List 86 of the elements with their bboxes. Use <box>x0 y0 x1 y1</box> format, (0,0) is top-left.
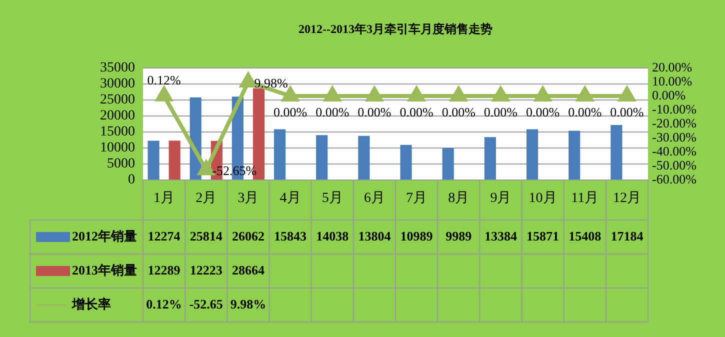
x-tick-label: 11月 <box>571 191 599 206</box>
point <box>156 86 172 102</box>
text: 9.98% <box>230 296 266 312</box>
y2-tick-label: -40.00% <box>652 143 697 158</box>
x-tick-label: 9月 <box>490 191 512 206</box>
data-label: -52.65% <box>212 163 257 178</box>
data-label: 14038 <box>316 228 350 244</box>
data-label: 0.00% <box>400 104 434 120</box>
bar <box>148 140 160 180</box>
x-tick-label: 3月 <box>238 191 259 206</box>
y2-tick-label: -10.00% <box>652 101 697 116</box>
bar <box>316 135 328 180</box>
point <box>534 87 551 102</box>
y2-tick-label: 0.00% <box>652 87 686 102</box>
data-label: 15843 <box>274 228 308 244</box>
point <box>618 87 636 102</box>
bar <box>168 140 180 180</box>
data-label: 13384 <box>484 228 518 244</box>
data-label: 0.00% <box>316 104 350 120</box>
data-label: 0.00% <box>610 104 644 120</box>
x-tick-label: 5月 <box>322 191 343 206</box>
x-tick-label: 1月 <box>154 191 175 206</box>
data-label: 12274 <box>148 228 181 244</box>
point <box>366 87 383 102</box>
y-tick-label: 5000 <box>107 156 135 172</box>
chart-title: 2012--2013年3月牵引车月度销售走势 <box>298 22 492 36</box>
data-label: 0.00% <box>568 104 602 120</box>
point <box>408 87 425 102</box>
data-label: 9.98% <box>254 75 288 90</box>
y-tick-label: 30000 <box>100 76 135 92</box>
y2-tick-label: -30.00% <box>652 129 697 144</box>
bar <box>484 137 496 180</box>
data-label: 28664 <box>232 262 265 278</box>
point <box>324 87 340 102</box>
x-tick-label: 6月 <box>364 191 385 206</box>
data-label: 0.00% <box>358 104 392 120</box>
point <box>282 87 298 102</box>
bar <box>358 136 370 180</box>
point <box>450 87 467 102</box>
x-tick-label: 8月 <box>448 191 470 206</box>
data-label: 0.00% <box>484 104 518 120</box>
data-label: 0.00% <box>273 104 308 120</box>
text: 0.12% <box>146 296 182 312</box>
x-tick-label: 10月 <box>528 191 557 206</box>
x-tick-label: 7月 <box>406 191 428 206</box>
data-label: 10989 <box>400 228 434 244</box>
point <box>576 87 593 102</box>
x-tick-label: 12月 <box>612 191 641 206</box>
point <box>492 87 509 102</box>
data-label: 0.00% <box>526 104 560 120</box>
point <box>240 73 256 88</box>
data-label: 15871 <box>526 228 560 244</box>
legend-label: 增长率 <box>71 296 111 312</box>
y-tick-label: 35000 <box>100 60 135 76</box>
y-tick-label: 25000 <box>100 92 135 108</box>
bar <box>442 148 454 180</box>
y2-tick-label: 10.00% <box>652 73 692 88</box>
y2-tick-label: -20.00% <box>652 115 697 130</box>
y-tick-label: 15000 <box>100 124 135 140</box>
data-label: 12289 <box>148 262 181 278</box>
data-label: 15408 <box>568 228 602 244</box>
data-label: 0.12% <box>147 72 181 88</box>
y-tick-label: 10000 <box>100 140 135 156</box>
x-tick-label: 4月 <box>280 191 301 206</box>
data-label: 0.00% <box>442 104 476 120</box>
point <box>198 160 214 176</box>
data-label: 26062 <box>232 228 264 244</box>
y2-tick-label: -60.00% <box>652 171 697 186</box>
data-label: 25814 <box>190 228 223 244</box>
y2-tick-label: -50.00% <box>652 157 697 172</box>
data-label: 12223 <box>190 262 223 278</box>
bar <box>274 129 286 180</box>
y2-tick-label: 20.00% <box>652 59 692 74</box>
y-tick-label: 0 <box>128 172 135 188</box>
bar <box>400 144 412 180</box>
legend-label: 2012年销量 <box>72 228 137 244</box>
bar <box>610 125 622 180</box>
bar <box>568 130 580 180</box>
y-tick-label: 20000 <box>100 108 135 124</box>
data-label: 13804 <box>358 228 392 244</box>
data-label: 17184 <box>610 228 644 244</box>
data-label: 9989 <box>446 228 472 244</box>
bar <box>526 129 538 180</box>
text: -52.65 <box>189 296 224 312</box>
x-tick-label: 2月 <box>196 191 217 206</box>
legend-label: 2013年销量 <box>72 262 137 278</box>
